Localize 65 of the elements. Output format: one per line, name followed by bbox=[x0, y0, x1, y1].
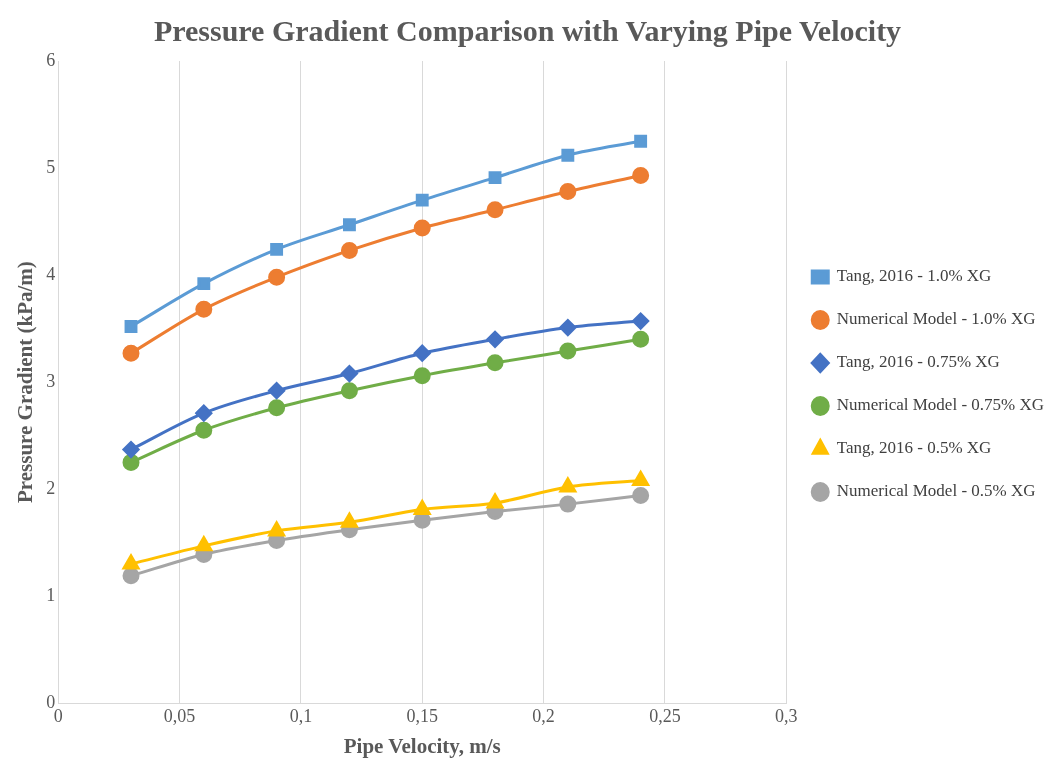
point bbox=[561, 148, 575, 162]
point bbox=[195, 421, 213, 439]
point bbox=[413, 367, 431, 385]
point bbox=[270, 242, 284, 256]
point bbox=[634, 134, 648, 148]
point bbox=[486, 493, 504, 509]
legend-label: Numerical Model - 0.5% XG bbox=[836, 481, 1036, 501]
point bbox=[632, 312, 650, 330]
legend-label: Numerical Model - 1.0% XG bbox=[836, 309, 1036, 329]
point bbox=[268, 268, 286, 286]
point bbox=[413, 344, 431, 362]
point bbox=[413, 219, 431, 237]
point bbox=[559, 477, 577, 493]
y-tick-label: 2 bbox=[46, 477, 56, 498]
point bbox=[486, 330, 504, 348]
point bbox=[268, 382, 286, 400]
point bbox=[340, 382, 358, 400]
y-tick-label: 5 bbox=[46, 156, 56, 177]
point bbox=[632, 330, 650, 348]
point bbox=[632, 167, 650, 185]
point bbox=[559, 342, 577, 360]
point bbox=[195, 404, 213, 422]
x-tick-label: 0,1 bbox=[289, 705, 313, 726]
legend-label: Tang, 2016 - 1.0% XG bbox=[836, 266, 992, 286]
point bbox=[122, 441, 140, 459]
point bbox=[122, 567, 140, 585]
x-tick-label: 0,05 bbox=[163, 705, 196, 726]
point bbox=[559, 183, 577, 201]
point bbox=[122, 344, 140, 362]
y-tick-label: 3 bbox=[46, 370, 56, 391]
legend-label: Tang, 2016 - 0.5% XG bbox=[836, 438, 992, 458]
point bbox=[488, 171, 502, 185]
point bbox=[340, 241, 358, 259]
point bbox=[486, 354, 504, 372]
x-tick-label: 0,3 bbox=[775, 705, 798, 726]
point bbox=[197, 277, 211, 291]
y-tick-label: 1 bbox=[46, 584, 56, 605]
y-tick-label: 4 bbox=[46, 263, 56, 284]
x-tick-label: 0,15 bbox=[406, 705, 438, 726]
x-axis-title: Pipe Velocity, m/s bbox=[343, 733, 501, 758]
legend-label: Tang, 2016 - 0.75% XG bbox=[836, 352, 1000, 372]
point bbox=[268, 399, 286, 417]
legend-label: Numerical Model - 0.75% XG bbox=[836, 395, 1045, 415]
point bbox=[122, 453, 140, 471]
point bbox=[122, 554, 140, 570]
point bbox=[632, 487, 650, 505]
point bbox=[413, 499, 431, 515]
x-tick-label: 0,25 bbox=[649, 705, 681, 726]
point bbox=[340, 365, 358, 383]
point bbox=[559, 319, 577, 337]
point bbox=[195, 300, 213, 318]
y-tick-label: 0 bbox=[46, 691, 56, 712]
chart-title: Pressure Gradient Comparison with Varying Pipe Velocity bbox=[153, 13, 902, 47]
point bbox=[268, 521, 286, 537]
point bbox=[124, 319, 138, 333]
point bbox=[415, 193, 429, 207]
y-tick-label: 6 bbox=[46, 49, 56, 70]
point bbox=[486, 201, 504, 219]
point bbox=[559, 495, 577, 513]
point bbox=[342, 218, 356, 232]
y-axis-title: Pressure Gradient (kPa/m) bbox=[13, 261, 38, 504]
x-tick-label: 0,2 bbox=[532, 705, 555, 726]
point bbox=[195, 536, 213, 552]
point bbox=[632, 471, 650, 487]
point bbox=[340, 512, 358, 528]
